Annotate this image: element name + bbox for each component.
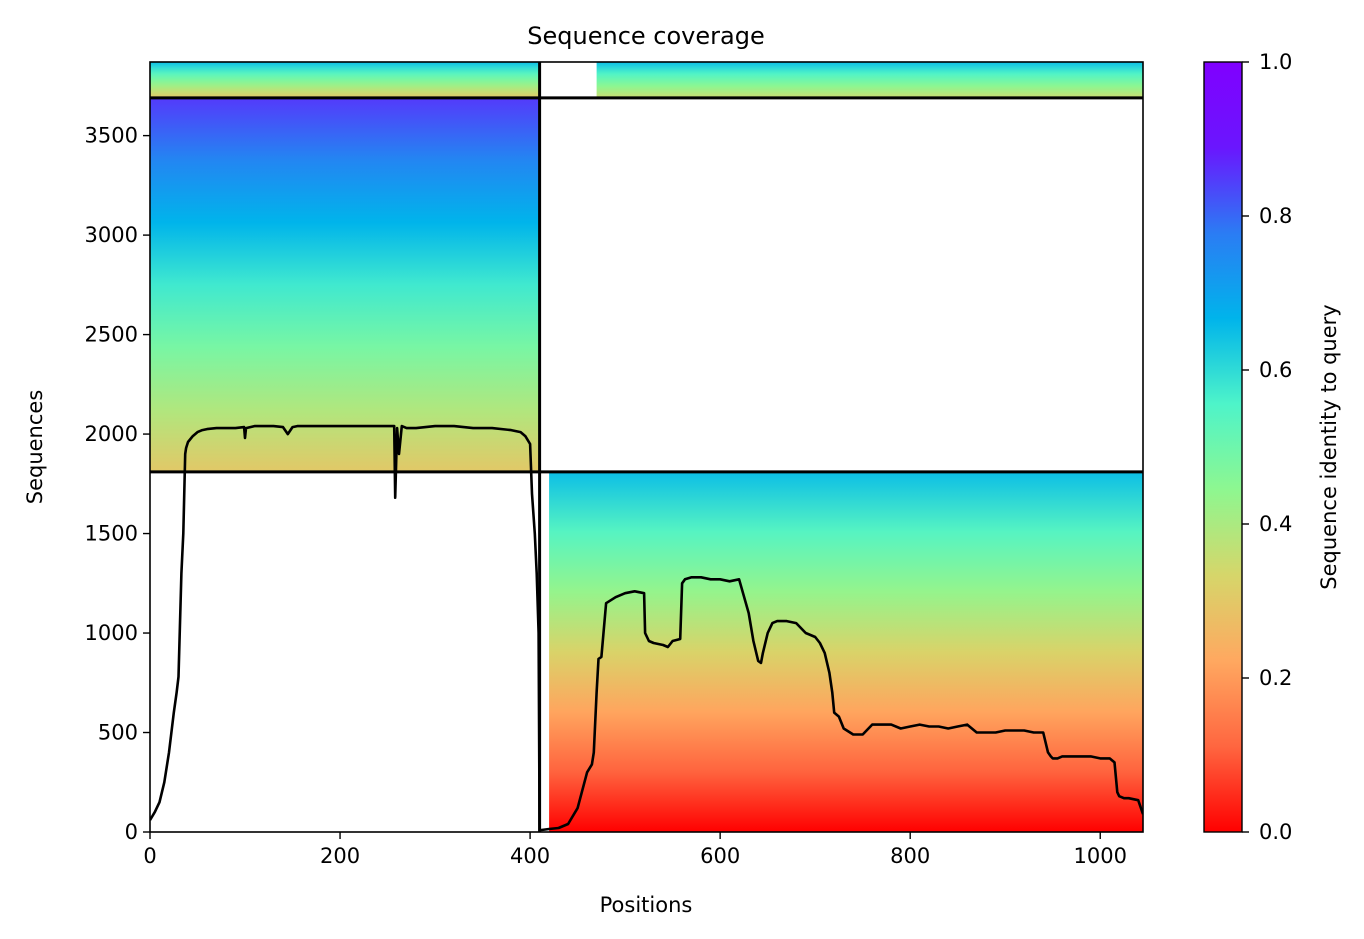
- y-tick-label: 2000: [85, 422, 138, 446]
- colorbar-tick-label: 0.0: [1259, 820, 1292, 844]
- x-tick-label: 200: [320, 844, 360, 868]
- x-tick-label: 1000: [1074, 844, 1127, 868]
- chart-title: Sequence coverage: [527, 22, 764, 50]
- x-tick-label: 400: [510, 844, 550, 868]
- coverage-line-layer: [150, 424, 1143, 832]
- y-tick-label: 2500: [85, 323, 138, 347]
- y-axis-ticks: 0 500 1000 1500 2000 2500 3000 3500: [85, 124, 150, 844]
- y-tick-label: 1500: [85, 522, 138, 546]
- x-axis-ticks: 0 200 400 600 800 1000: [143, 832, 1127, 868]
- coverage-line: [150, 424, 1143, 832]
- colorbar-tick-label: 0.4: [1259, 512, 1292, 536]
- y-tick-label: 0: [125, 820, 138, 844]
- colorbar-tick-label: 0.6: [1259, 358, 1292, 382]
- x-axis-label: Positions: [600, 893, 693, 917]
- coverage-block-middle-left: [150, 97, 540, 472]
- coverage-block-top-right: [596, 62, 1143, 98]
- y-axis-label: Sequences: [23, 390, 47, 505]
- colorbar-tick-label: 0.2: [1259, 666, 1292, 690]
- y-tick-label: 500: [98, 721, 138, 745]
- coverage-blocks: [150, 62, 1143, 832]
- y-tick-label: 1000: [85, 621, 138, 645]
- coverage-block-bottom-right: [549, 471, 1143, 832]
- coverage-block-top-left: [150, 62, 540, 98]
- colorbar-tick-label: 0.8: [1259, 204, 1292, 228]
- plot-frame: [149, 61, 1144, 833]
- x-tick-label: 800: [890, 844, 930, 868]
- colorbar: [1203, 61, 1243, 833]
- x-tick-label: 600: [700, 844, 740, 868]
- colorbar-ticks: 0.0 0.2 0.4 0.6 0.8 1.0: [1242, 50, 1292, 844]
- colorbar-label: Sequence identity to query: [1317, 304, 1341, 589]
- y-tick-label: 3000: [85, 223, 138, 247]
- colorbar-tick-label: 1.0: [1259, 50, 1292, 74]
- x-tick-label: 0: [143, 844, 156, 868]
- y-tick-label: 3500: [85, 124, 138, 148]
